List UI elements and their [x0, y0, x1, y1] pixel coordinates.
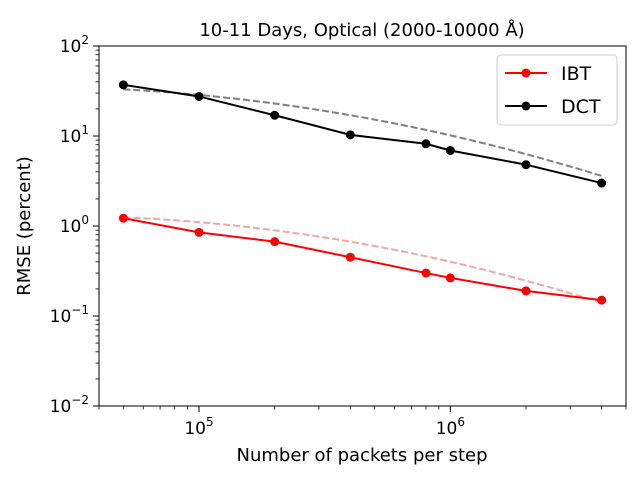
x-axis-label: Number of packets per step	[236, 445, 487, 466]
ibt-point	[597, 295, 607, 305]
ibt-point	[118, 213, 128, 223]
ibt-point	[194, 227, 204, 237]
legend-marker-ibt	[521, 68, 531, 78]
ibt-series-line	[123, 217, 602, 302]
dct-point	[345, 130, 355, 140]
dct-fit-line	[123, 88, 602, 177]
x-tick-label: 105	[184, 415, 213, 439]
dct-point	[521, 160, 531, 170]
y-axis-ticks: 10−2 10−1 100 101 102	[50, 33, 99, 417]
chart-title: 10-11 Days, Optical (2000-10000 Å)	[199, 19, 524, 41]
dct-point	[118, 80, 128, 90]
dct-series-line	[123, 83, 602, 185]
legend: IBT DCT	[496, 54, 618, 126]
dct-point	[597, 178, 607, 188]
y-tick-label: 10−2	[50, 393, 89, 417]
ibt-point	[521, 286, 531, 296]
x-axis-ticks: 105 106	[98, 406, 627, 439]
ibt-point	[270, 237, 280, 247]
dct-point	[421, 139, 431, 149]
y-tick-label: 10−1	[50, 303, 89, 327]
y-tick-label: 101	[60, 123, 89, 147]
dct-point	[270, 110, 280, 120]
ibt-point	[445, 273, 455, 283]
y-tick-label: 102	[60, 33, 89, 57]
ibt-point	[345, 252, 355, 262]
dct-point	[445, 146, 455, 155]
legend-marker-dct	[521, 101, 531, 111]
y-tick-label: 100	[60, 213, 89, 237]
legend-label-dct: DCT	[561, 96, 601, 118]
ibt-point	[421, 268, 431, 278]
x-tick-label: 106	[436, 415, 465, 439]
ibt-fit-line	[123, 216, 602, 304]
dct-point	[194, 91, 204, 101]
plot-area	[98, 45, 627, 407]
legend-label-ibt: IBT	[561, 63, 592, 85]
y-axis-label: RMSE (percent)	[14, 156, 35, 296]
